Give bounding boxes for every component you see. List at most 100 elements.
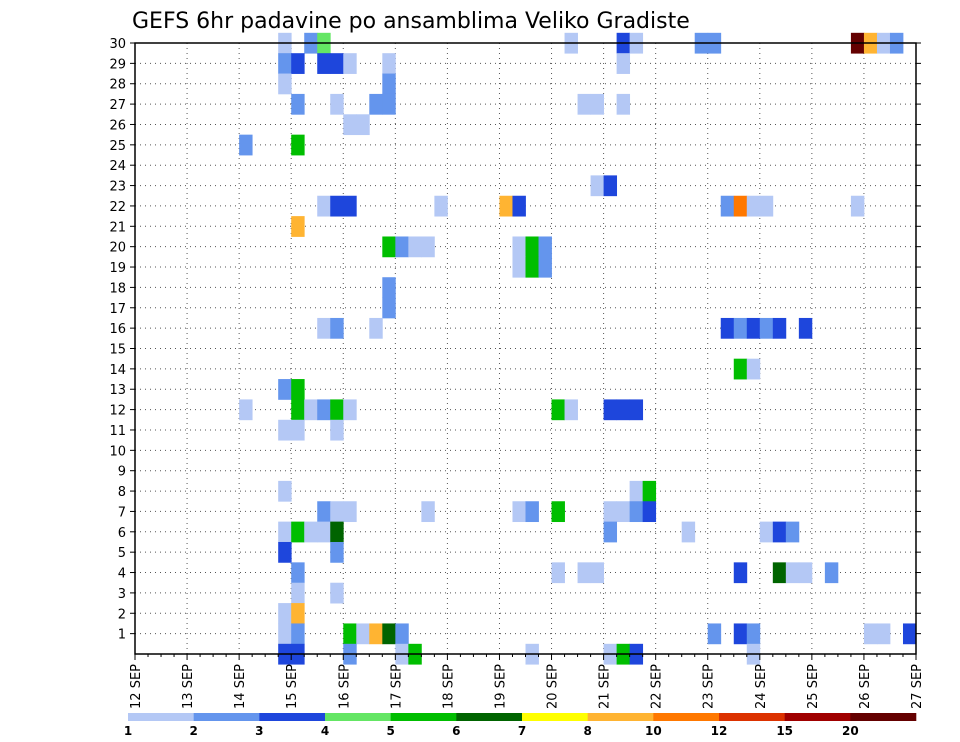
y-tick-label: 4 <box>118 567 126 582</box>
x-tick-label: 19 SEP <box>493 664 508 709</box>
x-tick-label: 23 SEP <box>702 664 717 709</box>
legend-color-swatch <box>587 713 654 721</box>
heatmap-cell <box>317 53 331 74</box>
heatmap-cell <box>304 399 318 421</box>
legend-color-swatch <box>653 713 720 721</box>
heatmap-cell <box>291 562 305 584</box>
x-tick-label: 14 SEP <box>233 664 248 709</box>
heatmap-cell <box>863 623 878 645</box>
heatmap-cell <box>616 53 631 74</box>
heatmap-cell <box>590 93 604 115</box>
heatmap-cell <box>590 175 604 197</box>
heatmap-cell <box>512 195 526 217</box>
heatmap-cell <box>785 562 800 584</box>
heatmap-cell <box>681 521 696 543</box>
legend-label: 7 <box>518 724 526 738</box>
heatmap-cell <box>759 195 774 217</box>
heatmap-cell <box>382 93 396 115</box>
legend-color-swatch <box>784 713 851 721</box>
heatmap-cell <box>577 562 591 584</box>
y-tick-label: 11 <box>109 424 126 439</box>
heatmap-cell <box>343 623 357 645</box>
heatmap-cell <box>759 521 774 543</box>
y-tick-label: 19 <box>109 261 126 276</box>
heatmap-cell <box>525 501 539 523</box>
y-tick-label: 15 <box>109 343 126 358</box>
heatmap-cell <box>759 317 774 339</box>
y-tick-label: 17 <box>109 302 126 317</box>
heatmap-cell <box>239 399 253 421</box>
y-axis: 1234567891011121314151617181920212223242… <box>109 37 921 643</box>
heatmap-cell <box>603 521 618 543</box>
y-tick-label: 20 <box>109 241 126 256</box>
legend-label: 4 <box>321 724 329 738</box>
legend-color-swatch <box>522 713 588 721</box>
heatmap-cell <box>746 358 761 380</box>
y-tick-label: 14 <box>109 363 126 378</box>
heatmap-cell <box>824 562 839 584</box>
heatmap-cell <box>785 521 800 543</box>
heatmap-cell <box>330 582 344 604</box>
heatmap-cell <box>564 399 578 421</box>
heatmap-cell <box>629 480 644 502</box>
heatmap-cell <box>356 114 370 136</box>
heatmap-cell <box>746 623 761 645</box>
heatmap-cell <box>733 358 748 380</box>
y-tick-label: 16 <box>109 322 126 337</box>
heatmap-cell <box>330 521 344 543</box>
heatmap-cell <box>330 501 344 523</box>
y-tick-label: 21 <box>109 220 126 235</box>
heatmap-cell <box>772 317 787 339</box>
legend-label: 10 <box>645 724 662 738</box>
heatmap-cells <box>239 32 917 665</box>
heatmap-cell <box>278 419 292 441</box>
heatmap-cell <box>798 562 813 584</box>
y-tick-label: 6 <box>118 526 126 541</box>
heatmap-cell <box>551 562 565 584</box>
heatmap-cell <box>278 521 292 543</box>
y-tick-label: 2 <box>118 607 126 622</box>
y-tick-label: 13 <box>109 383 126 398</box>
heatmap-cell <box>278 379 292 400</box>
heatmap-cell <box>330 541 344 563</box>
heatmap-cell <box>772 562 787 584</box>
heatmap-cell <box>369 317 383 339</box>
heatmap-cell <box>590 562 604 584</box>
color-legend: 1 2 3 4 5 6 7 8 10 12 15 20 <box>124 713 917 738</box>
heatmap-cell <box>642 480 657 502</box>
heatmap-cell <box>850 195 865 217</box>
heatmap-cell <box>629 399 644 421</box>
legend-label: 15 <box>776 724 793 738</box>
y-tick-label: 1 <box>118 628 126 643</box>
heatmap-cell <box>317 399 331 421</box>
heatmap-cell <box>733 317 748 339</box>
heatmap-cell <box>330 93 344 115</box>
y-tick-label: 18 <box>109 281 126 296</box>
legend-color-swatch <box>259 713 326 721</box>
legend-color-swatch <box>456 713 523 721</box>
legend-color-swatch <box>850 713 917 721</box>
heatmap-cell <box>304 521 318 543</box>
legend-label: 5 <box>386 724 394 738</box>
legend-color-swatch <box>719 713 785 721</box>
heatmap-cell <box>278 480 292 502</box>
legend-color-swatch <box>193 713 260 721</box>
y-tick-label: 26 <box>109 118 126 133</box>
heatmap-cell <box>291 134 305 156</box>
heatmap-cell <box>629 501 644 523</box>
heatmap-cell <box>707 623 722 645</box>
y-tick-label: 3 <box>118 587 126 602</box>
heatmap-cell <box>616 501 631 523</box>
heatmap-cell <box>369 623 383 645</box>
heatmap-cell <box>291 379 305 400</box>
x-tick-label: 27 SEP <box>910 664 925 709</box>
heatmap-cell <box>798 317 813 339</box>
heatmap-cell <box>603 501 618 523</box>
legend-label: 2 <box>189 724 197 738</box>
heatmap-cell <box>291 399 305 421</box>
heatmap-cell <box>291 603 305 624</box>
y-tick-label: 9 <box>118 465 126 480</box>
heatmap-cell <box>291 623 305 645</box>
heatmap-cell <box>317 317 331 339</box>
heatmap-cell <box>499 195 513 217</box>
